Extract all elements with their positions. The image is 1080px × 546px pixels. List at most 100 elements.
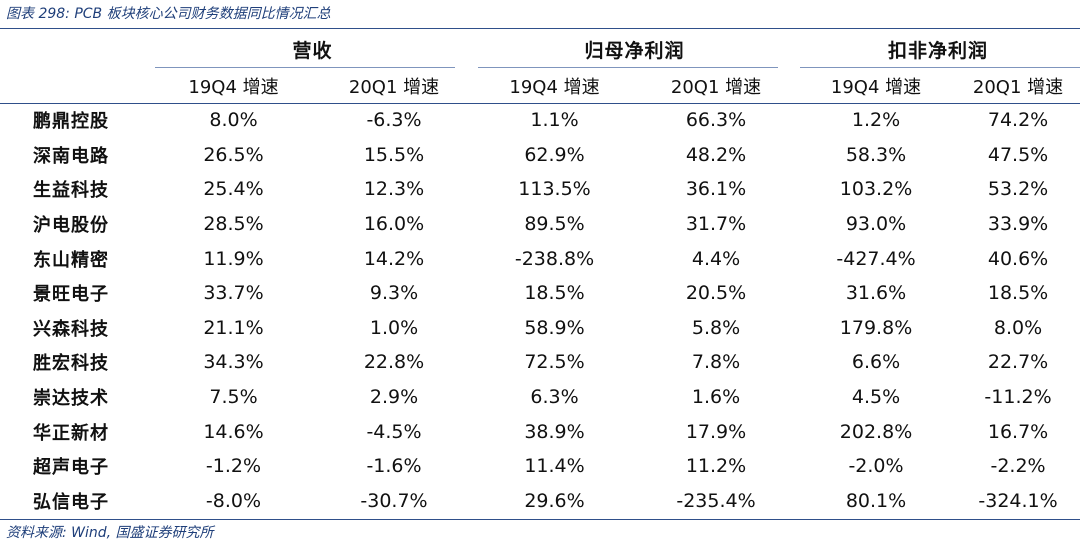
growth-value-cell: 113.5% bbox=[518, 178, 591, 201]
growth-value-cell: 93.0% bbox=[845, 213, 907, 236]
table-row: 生益科技 25.4% 12.3% 113.5% 36.1% 103.2% 53.2% bbox=[0, 172, 1080, 207]
growth-value-cell: 7.5% bbox=[209, 386, 258, 409]
growth-value-cell: 1.2% bbox=[851, 109, 901, 132]
sub-header: 19Q4 增速 bbox=[188, 76, 279, 98]
corner-cell bbox=[0, 30, 152, 68]
growth-value-cell: 80.1% bbox=[845, 489, 907, 512]
sub-header: 19Q4 增速 bbox=[830, 76, 922, 98]
sub-header: 20Q1 增速 bbox=[670, 76, 762, 98]
growth-value-cell: 33.7% bbox=[203, 282, 264, 305]
growth-value-cell: 17.9% bbox=[685, 420, 747, 443]
company-name: 鹏鼎控股 bbox=[33, 111, 109, 133]
company-name: 兴森科技 bbox=[33, 318, 109, 340]
growth-value-cell: 7.8% bbox=[691, 351, 741, 374]
sub-header: 19Q4 增速 bbox=[509, 76, 600, 98]
growth-value-cell: 6.6% bbox=[851, 351, 901, 374]
growth-value-cell: 16.0% bbox=[363, 213, 425, 236]
table-row: 兴森科技 21.1% 1.0% 58.9% 5.8% 179.8% 8.0% bbox=[0, 311, 1080, 346]
growth-value-cell: 6.3% bbox=[530, 386, 579, 409]
growth-value-cell: -1.2% bbox=[205, 455, 262, 478]
growth-value-cell: 14.6% bbox=[203, 420, 264, 443]
table-row: 崇达技术 7.5% 2.9% 6.3% 1.6% 4.5% -11.2% bbox=[0, 380, 1080, 415]
growth-value-cell: 53.2% bbox=[987, 178, 1049, 201]
growth-value-cell: 18.5% bbox=[987, 282, 1049, 305]
growth-value-cell: 8.0% bbox=[209, 109, 258, 132]
growth-value-cell: -2.2% bbox=[990, 455, 1046, 478]
growth-value-cell: 18.5% bbox=[524, 282, 585, 305]
growth-value-cell: 38.9% bbox=[524, 420, 585, 443]
growth-value-cell: 4.5% bbox=[851, 386, 901, 409]
group-underline-net-profit bbox=[478, 67, 778, 68]
group-header-net-profit: 归母净利润 bbox=[584, 39, 685, 62]
growth-value-cell: 21.1% bbox=[203, 316, 264, 339]
company-name: 沪电股份 bbox=[33, 215, 109, 237]
growth-value-cell: 11.9% bbox=[203, 247, 264, 270]
growth-value-cell: -324.1% bbox=[978, 489, 1058, 512]
growth-value-cell: 36.1% bbox=[685, 178, 747, 201]
growth-value-cell: 28.5% bbox=[203, 213, 264, 236]
growth-value-cell: 22.8% bbox=[363, 351, 425, 374]
table-row: 景旺电子 33.7% 9.3% 18.5% 20.5% 31.6% 18.5% bbox=[0, 276, 1080, 311]
header-rule bbox=[0, 103, 1080, 104]
company-name: 景旺电子 bbox=[33, 284, 109, 306]
growth-value-cell: 48.2% bbox=[685, 143, 747, 166]
company-name: 华正新材 bbox=[33, 422, 109, 444]
group-underline-revenue bbox=[155, 67, 455, 68]
group-underline-adjusted-net-profit bbox=[800, 67, 1080, 68]
growth-value-cell: 1.1% bbox=[530, 109, 579, 132]
growth-value-cell: -427.4% bbox=[836, 247, 916, 270]
growth-value-cell: 202.8% bbox=[839, 420, 913, 443]
table-row: 深南电路 26.5% 15.5% 62.9% 48.2% 58.3% 47.5% bbox=[0, 138, 1080, 173]
corner-cell bbox=[0, 68, 152, 103]
growth-value-cell: 31.6% bbox=[845, 282, 907, 305]
growth-value-cell: 40.6% bbox=[987, 247, 1049, 270]
growth-value-cell: 47.5% bbox=[987, 143, 1049, 166]
group-header-adjusted-net-profit: 扣非净利润 bbox=[888, 39, 989, 62]
growth-value-cell: 1.0% bbox=[369, 316, 419, 339]
growth-value-cell: 15.5% bbox=[363, 143, 425, 166]
table-row: 胜宏科技 34.3% 22.8% 72.5% 7.8% 6.6% 22.7% bbox=[0, 345, 1080, 380]
group-header-revenue: 营收 bbox=[292, 39, 333, 62]
company-name: 深南电路 bbox=[33, 145, 109, 167]
growth-value-cell: 34.3% bbox=[203, 351, 264, 374]
table-body: 鹏鼎控股 8.0% -6.3% 1.1% 66.3% 1.2% 74.2% 深南电路 26.5%… bbox=[0, 103, 1080, 518]
growth-value-cell: -11.2% bbox=[984, 386, 1052, 409]
growth-value-cell: 66.3% bbox=[685, 109, 747, 132]
growth-value-cell: -30.7% bbox=[360, 489, 428, 512]
growth-value-cell: 4.4% bbox=[691, 247, 741, 270]
growth-value-cell: 29.6% bbox=[524, 489, 585, 512]
growth-value-cell: 58.9% bbox=[524, 316, 585, 339]
growth-value-cell: -238.8% bbox=[514, 247, 595, 270]
source-note: 资料来源: Wind, 国盛证券研究所 bbox=[6, 525, 214, 541]
growth-value-cell: 25.4% bbox=[203, 178, 264, 201]
growth-value-cell: -6.3% bbox=[366, 109, 422, 132]
growth-value-cell: 9.3% bbox=[369, 282, 419, 305]
growth-value-cell: -2.0% bbox=[848, 455, 904, 478]
growth-value-cell: 1.6% bbox=[691, 386, 741, 409]
top-rule bbox=[0, 28, 1080, 29]
growth-value-cell: -1.6% bbox=[366, 455, 422, 478]
growth-value-cell: 2.9% bbox=[369, 386, 419, 409]
growth-value-cell: 103.2% bbox=[839, 178, 913, 201]
growth-value-cell: 74.2% bbox=[987, 109, 1049, 132]
growth-value-cell: -8.0% bbox=[205, 489, 262, 512]
table-row: 沪电股份 28.5% 16.0% 89.5% 31.7% 93.0% 33.9% bbox=[0, 207, 1080, 242]
company-name: 东山精密 bbox=[33, 249, 109, 271]
growth-value-cell: 89.5% bbox=[524, 213, 585, 236]
growth-value-cell: 33.9% bbox=[987, 213, 1049, 236]
growth-value-cell: 11.4% bbox=[524, 455, 585, 478]
growth-value-cell: 58.3% bbox=[845, 143, 907, 166]
growth-value-cell: 26.5% bbox=[203, 143, 264, 166]
table-row: 弘信电子 -8.0% -30.7% 29.6% -235.4% 80.1% -324.1% bbox=[0, 484, 1080, 519]
growth-value-cell: -235.4% bbox=[676, 489, 756, 512]
table-row: 鹏鼎控股 8.0% -6.3% 1.1% 66.3% 1.2% 74.2% bbox=[0, 103, 1080, 138]
growth-value-cell: 31.7% bbox=[685, 213, 747, 236]
company-name: 超声电子 bbox=[33, 457, 109, 479]
growth-value-cell: -4.5% bbox=[366, 420, 422, 443]
company-name: 胜宏科技 bbox=[33, 353, 109, 375]
sub-header: 20Q1 增速 bbox=[348, 76, 440, 98]
growth-value-cell: 179.8% bbox=[839, 316, 913, 339]
sub-header: 20Q1 增速 bbox=[972, 76, 1064, 98]
figure-caption: 图表 298: PCB 板块核心公司财务数据同比情况汇总 bbox=[6, 6, 331, 22]
company-name: 生益科技 bbox=[33, 180, 109, 202]
